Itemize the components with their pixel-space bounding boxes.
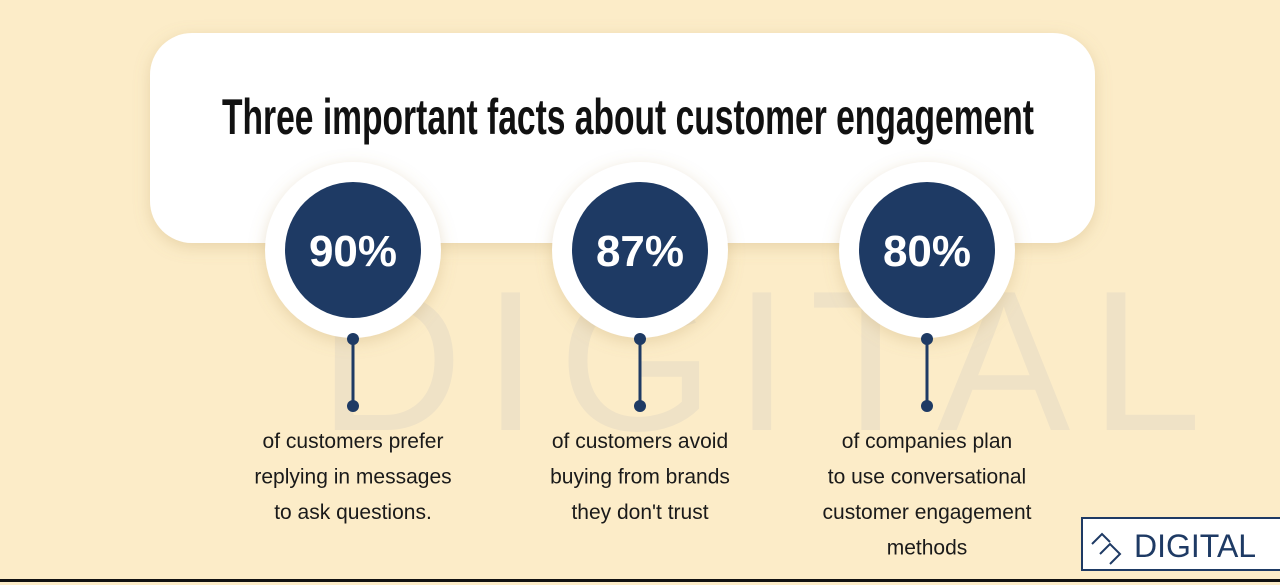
fact-text: to use conversational [828, 466, 1026, 489]
fact-text: of companies plan [842, 430, 1012, 453]
watermark: DIGITAL [318, 250, 1221, 473]
badge [572, 182, 708, 318]
connector-dot [921, 333, 933, 345]
connector-dot [634, 400, 646, 412]
fact-text: they don't trust [571, 501, 708, 524]
fact-text: methods [887, 537, 968, 560]
bottom-rule [0, 579, 1280, 582]
fact-text: to ask questions. [274, 501, 432, 524]
fact-text: of customers avoid [552, 430, 728, 453]
logo: DIGITAL [1081, 517, 1280, 571]
logo-icon [1091, 532, 1122, 565]
title: Three important facts about customer eng… [222, 89, 1034, 145]
logo-box [1081, 517, 1280, 571]
connector-dot [347, 333, 359, 345]
fact-text: customer engagement [823, 501, 1032, 524]
fact-text: of customers prefer [263, 430, 444, 453]
fact-text: buying from brands [550, 466, 730, 489]
connector-dot [347, 400, 359, 412]
connector-dot [921, 400, 933, 412]
fact-value: 80% [883, 227, 971, 276]
facts: 90% of customers prefer replying in messag… [254, 162, 1032, 560]
fact-text: replying in messages [254, 466, 451, 489]
badge [859, 182, 995, 318]
badge [285, 182, 421, 318]
connector-dot [634, 333, 646, 345]
fact-value: 87% [596, 227, 684, 276]
fact-value: 90% [309, 227, 397, 276]
logo-text: DIGITAL [1134, 528, 1256, 564]
